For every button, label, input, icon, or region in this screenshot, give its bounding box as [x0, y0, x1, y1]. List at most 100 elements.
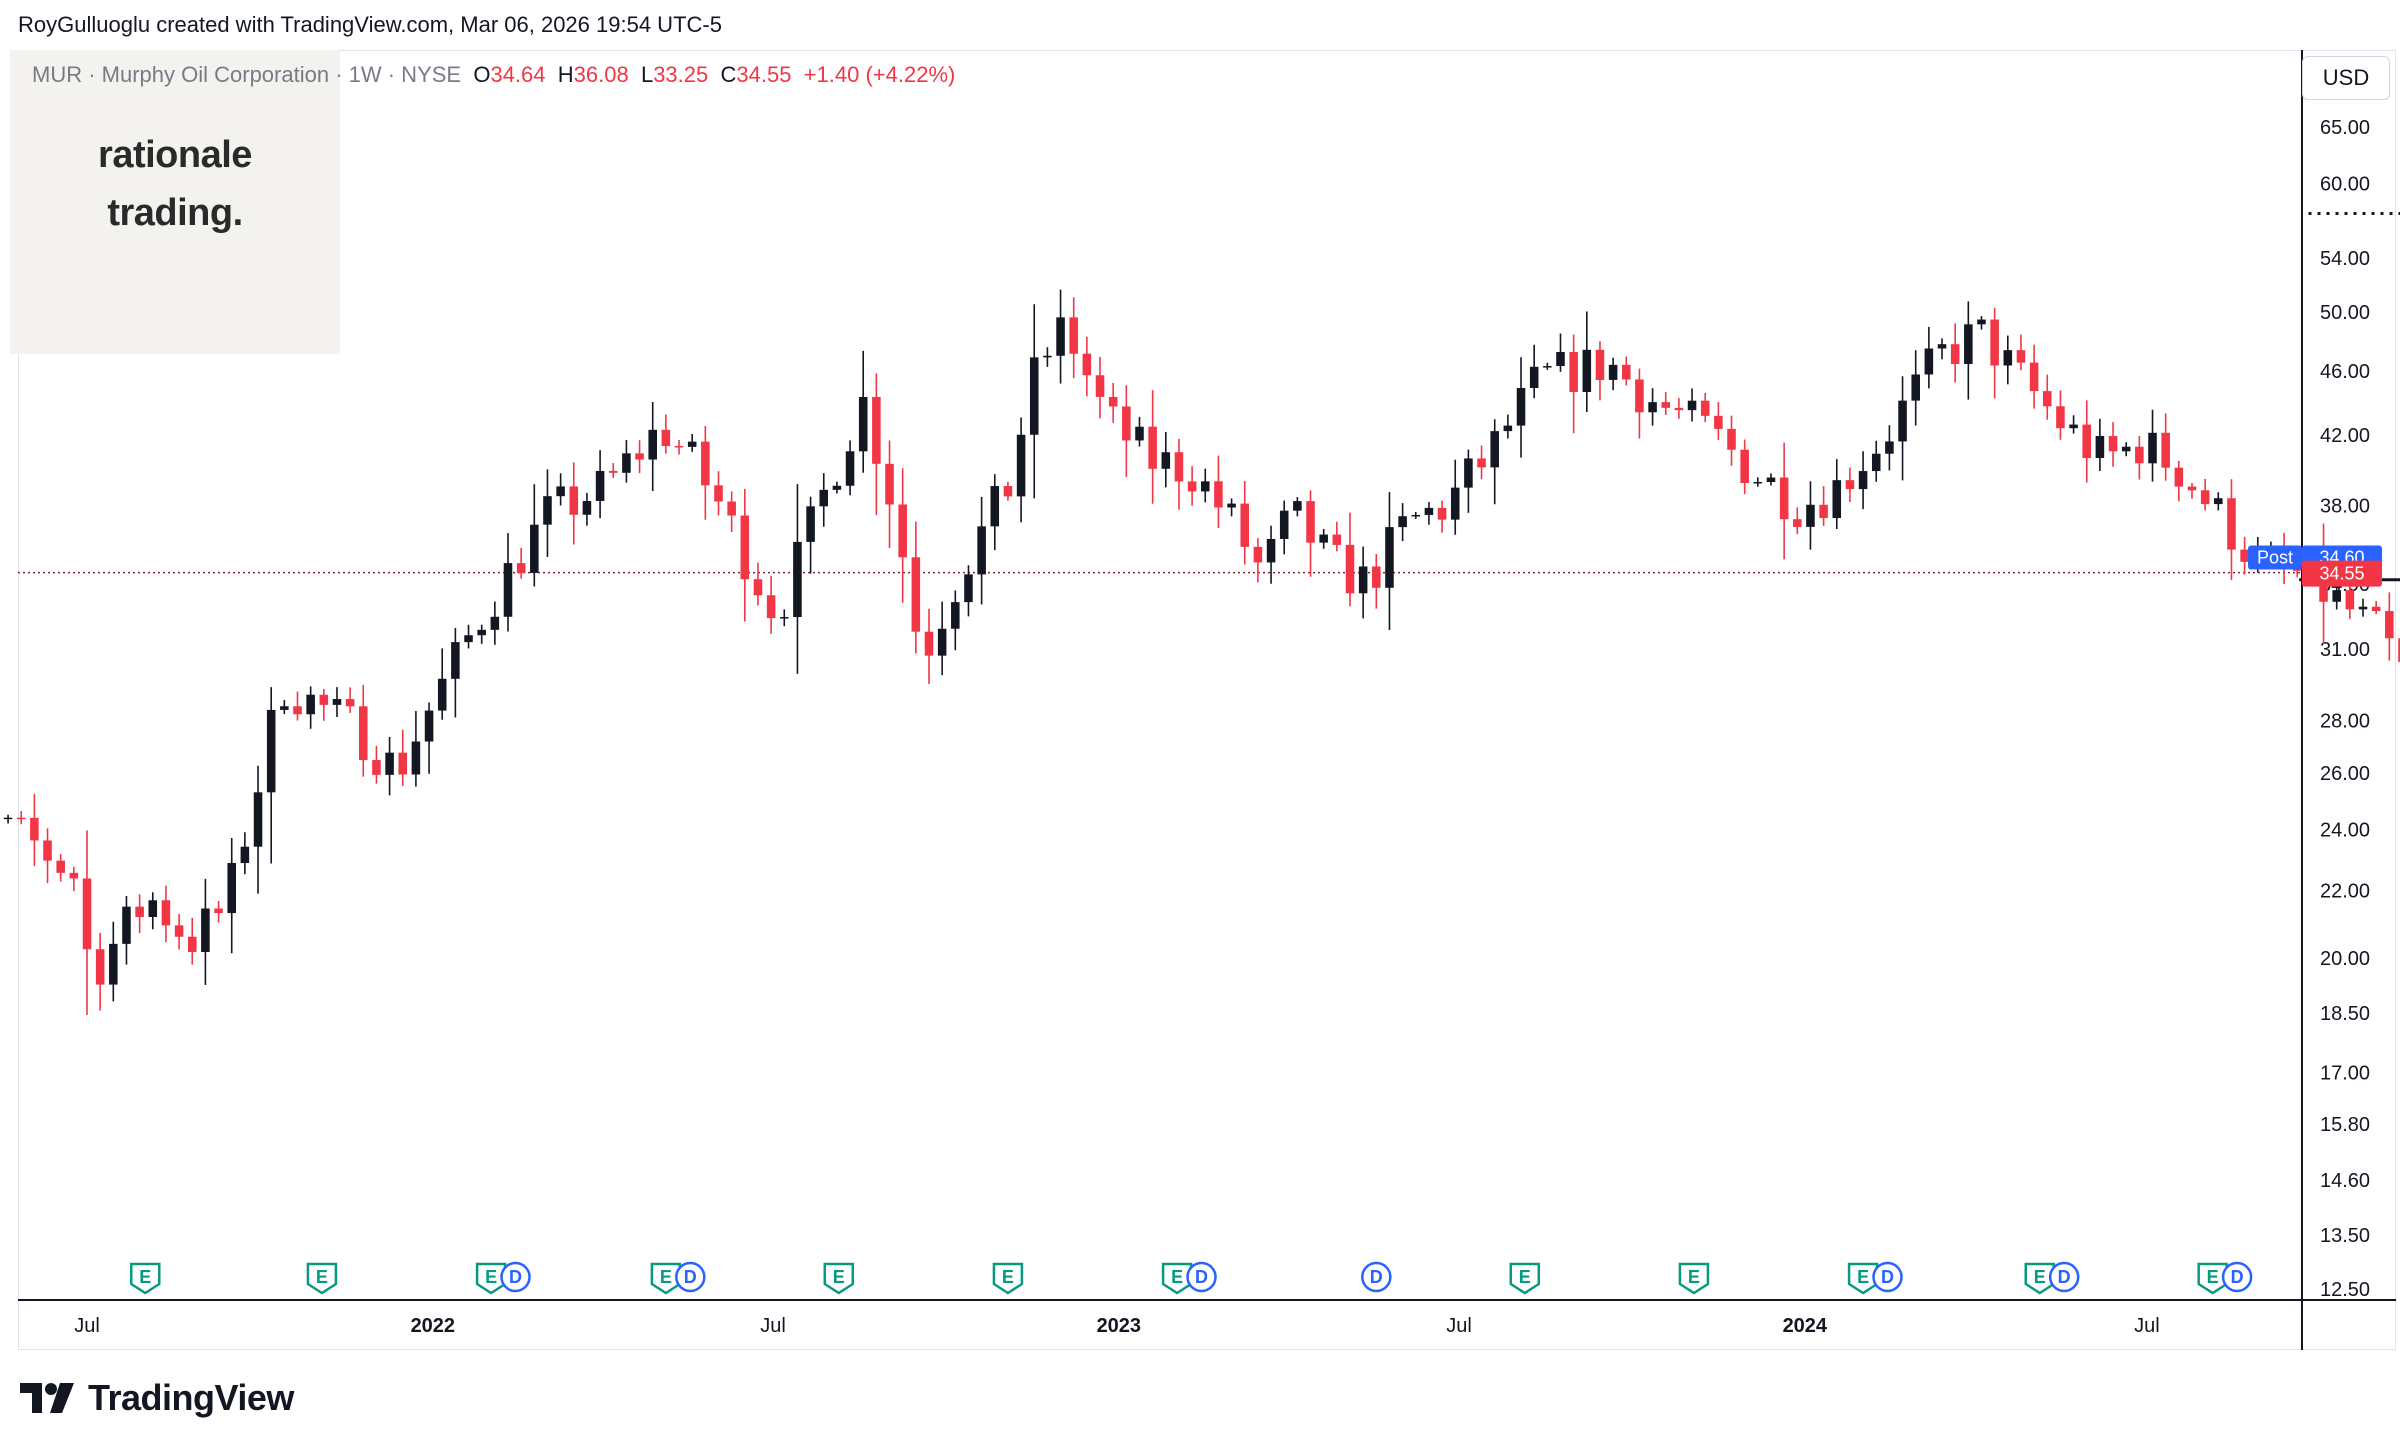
- earnings-marker-icon[interactable]: [306, 1262, 338, 1295]
- candle-body[interactable]: [1227, 503, 1236, 508]
- candle-body[interactable]: [2082, 424, 2092, 459]
- candle-body[interactable]: [1885, 441, 1894, 454]
- candle-body[interactable]: [1964, 324, 1973, 364]
- candle-body[interactable]: [2214, 498, 2223, 505]
- candle-body[interactable]: [1714, 415, 1723, 429]
- candle-body[interactable]: [398, 752, 408, 775]
- candle-body[interactable]: [740, 515, 750, 580]
- candle-body[interactable]: [1122, 406, 1131, 441]
- candle-body[interactable]: [1200, 481, 1210, 492]
- candle-body[interactable]: [187, 936, 197, 952]
- candle-body[interactable]: [266, 709, 276, 793]
- symbol-legend[interactable]: MUR · Murphy Oil Corporation · 1W · NYSE…: [32, 62, 955, 88]
- earnings-marker-icon[interactable]: [1509, 1262, 1541, 1295]
- candle-body[interactable]: [885, 463, 894, 505]
- candle-body[interactable]: [1950, 344, 1960, 364]
- candle-body[interactable]: [2240, 549, 2249, 562]
- candle-body[interactable]: [977, 526, 986, 575]
- candle-body[interactable]: [82, 878, 92, 950]
- candle-body[interactable]: [2332, 590, 2341, 602]
- dividend-marker-icon[interactable]: [2048, 1261, 2080, 1293]
- candle-body[interactable]: [451, 642, 460, 679]
- candle-body[interactable]: [1319, 534, 1328, 543]
- candle-body[interactable]: [516, 563, 526, 573]
- candle-body[interactable]: [1187, 481, 1197, 492]
- candle-body[interactable]: [1832, 480, 1842, 519]
- candle-body[interactable]: [1266, 538, 1276, 563]
- candle-body[interactable]: [2161, 432, 2170, 468]
- dividend-marker-icon[interactable]: [1186, 1261, 1217, 1293]
- candle-body[interactable]: [1043, 355, 1052, 358]
- candle-body[interactable]: [1621, 364, 1631, 380]
- candle-body[interactable]: [1306, 501, 1315, 543]
- candle-body[interactable]: [1661, 402, 1671, 408]
- dividend-marker-icon[interactable]: [675, 1261, 706, 1293]
- candle-body[interactable]: [2200, 490, 2210, 505]
- candle-body[interactable]: [687, 441, 697, 447]
- candle-body[interactable]: [1358, 566, 1368, 594]
- candle-body[interactable]: [1569, 351, 1578, 392]
- dividend-marker-icon[interactable]: [2221, 1261, 2253, 1293]
- candle-body[interactable]: [2069, 424, 2078, 429]
- candle-body[interactable]: [806, 506, 815, 542]
- candle-body[interactable]: [2371, 606, 2381, 612]
- candle-body[interactable]: [1582, 349, 1592, 392]
- candle-body[interactable]: [1516, 388, 1526, 426]
- candle-body[interactable]: [1056, 317, 1065, 356]
- currency-button[interactable]: USD: [2302, 56, 2390, 100]
- dividend-marker-icon[interactable]: [1361, 1261, 1392, 1293]
- candle-body[interactable]: [3, 817, 13, 820]
- candle-body[interactable]: [1385, 527, 1394, 588]
- candle-body[interactable]: [69, 872, 79, 879]
- candle-body[interactable]: [1753, 482, 1763, 484]
- candle-body[interactable]: [1029, 357, 1039, 435]
- candle-body[interactable]: [1687, 400, 1697, 411]
- candle-body[interactable]: [701, 441, 710, 486]
- candle-body[interactable]: [95, 949, 105, 985]
- candle-body[interactable]: [1016, 434, 1026, 497]
- candle-body[interactable]: [1740, 449, 1749, 483]
- candle-body[interactable]: [345, 699, 355, 707]
- candle-body[interactable]: [1490, 431, 1499, 468]
- candle-body[interactable]: [2148, 432, 2157, 464]
- candle-body[interactable]: [911, 557, 921, 632]
- candle-body[interactable]: [2174, 467, 2184, 487]
- candle-body[interactable]: [1648, 402, 1657, 413]
- candle-body[interactable]: [293, 706, 302, 715]
- earnings-marker-icon[interactable]: [2197, 1262, 2228, 1295]
- candle-body[interactable]: [1793, 519, 1802, 527]
- candle-body[interactable]: [424, 710, 434, 742]
- candle-body[interactable]: [1214, 481, 1223, 508]
- candle-body[interactable]: [359, 706, 368, 761]
- candle-body[interactable]: [648, 429, 657, 460]
- candle-body[interactable]: [1174, 452, 1184, 482]
- candle-body[interactable]: [2108, 435, 2118, 452]
- candle-body[interactable]: [964, 574, 973, 603]
- candle-body[interactable]: [872, 396, 881, 464]
- candle-body[interactable]: [990, 486, 1000, 527]
- candle-body[interactable]: [464, 635, 473, 643]
- candle-body[interactable]: [753, 579, 763, 596]
- candle-body[interactable]: [148, 900, 158, 918]
- candle-body[interactable]: [1411, 514, 1421, 517]
- candle-body[interactable]: [2385, 611, 2394, 639]
- candle-body[interactable]: [227, 862, 236, 914]
- candle-body[interactable]: [2003, 350, 2013, 366]
- candle-body[interactable]: [1977, 319, 1986, 325]
- candle-body[interactable]: [1450, 487, 1460, 520]
- candle-body[interactable]: [1674, 407, 1684, 411]
- candle-body[interactable]: [898, 504, 907, 558]
- candle-body[interactable]: [1806, 504, 1815, 527]
- candle-body[interactable]: [280, 706, 289, 710]
- candle-body[interactable]: [43, 840, 52, 861]
- candle-body[interactable]: [582, 501, 592, 515]
- candle-body[interactable]: [1095, 375, 1105, 397]
- candle-body[interactable]: [253, 792, 263, 847]
- candle-body[interactable]: [832, 485, 842, 490]
- candle-body[interactable]: [2358, 606, 2368, 610]
- candle-body[interactable]: [214, 908, 223, 914]
- candle-body[interactable]: [385, 752, 394, 775]
- candle-body[interactable]: [924, 631, 934, 656]
- candle-body[interactable]: [477, 629, 486, 636]
